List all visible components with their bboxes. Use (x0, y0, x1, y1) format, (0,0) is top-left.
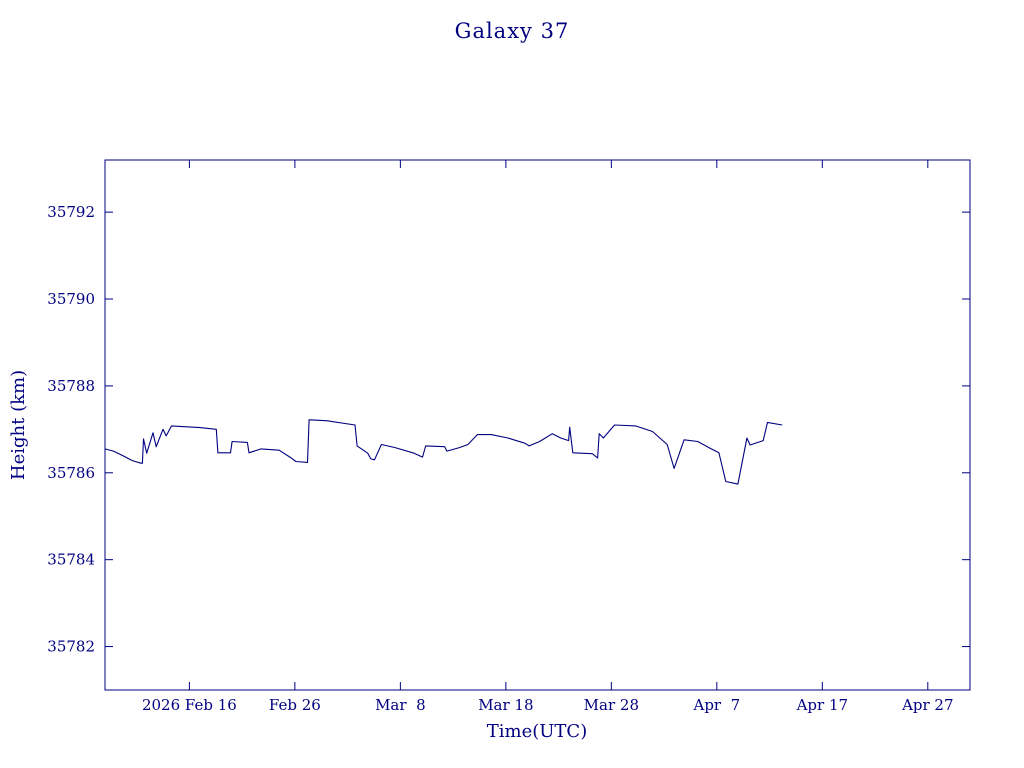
y-tick-label: 35784 (47, 551, 95, 569)
y-tick-label: 35790 (47, 290, 95, 308)
chart-title: Galaxy 37 (455, 19, 570, 43)
x-tick-label: Mar 8 (375, 696, 426, 714)
x-tick-label: Mar 18 (478, 696, 533, 714)
axis-tick-labels: 2026 Feb 16 Feb 26 Mar 8 Mar 18 Mar 28 Apr 7 A… (47, 203, 953, 714)
x-tick-label: 2026 Feb 16 (142, 696, 237, 714)
plot-frame (104, 159, 971, 691)
x-axis-label: Time(UTC) (487, 721, 587, 742)
y-axis-label: Height (km) (8, 370, 29, 480)
y-tick-label: 35782 (47, 638, 95, 656)
x-tick-label: Apr 27 (901, 696, 953, 714)
series-height-km (104, 419, 783, 485)
x-tick-label: Feb 26 (269, 696, 321, 714)
x-tick-label: Mar 28 (584, 696, 639, 714)
y-tick-label: 35786 (47, 464, 95, 482)
axis-ticks (105, 160, 970, 690)
x-tick-label: Apr 7 (692, 696, 740, 714)
y-tick-label: 35788 (47, 377, 95, 395)
plot-border (104, 159, 971, 691)
y-tick-label: 35792 (47, 203, 95, 221)
x-tick-label: Apr 17 (796, 696, 848, 714)
height-series-line (104, 419, 783, 485)
